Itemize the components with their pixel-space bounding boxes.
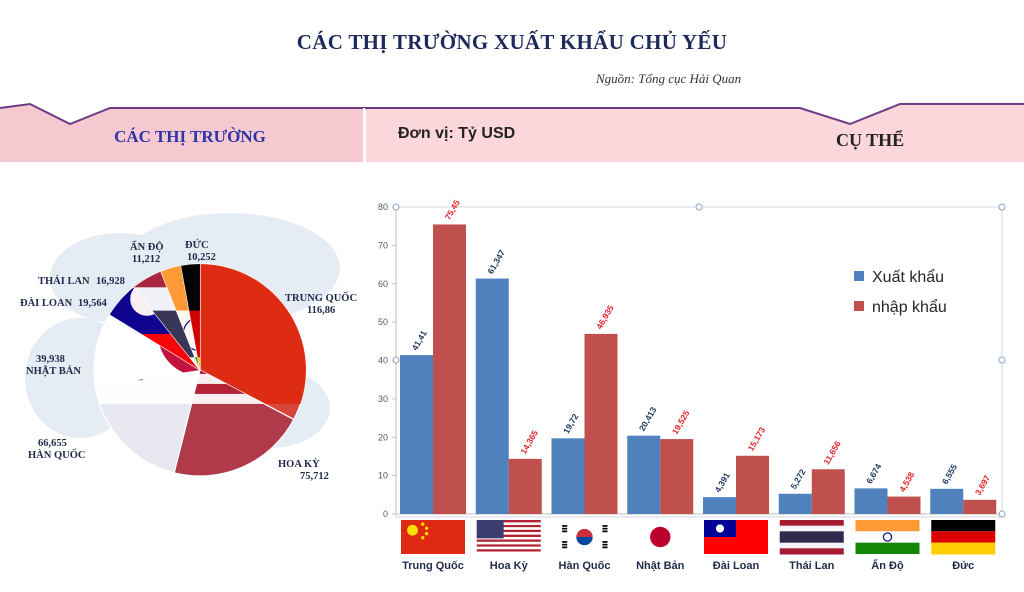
data-label-xuat-khau-an-do: 6,674 [864,462,883,486]
svg-text:ẤN ĐỘ: ẤN ĐỘ [130,240,164,253]
category-label-dai-loan: Đài Loan [713,560,760,572]
category-label-duc: Đức [952,560,974,572]
y-tick-label: 60 [378,279,388,289]
category-label-hoa-ky: Hoa Kỳ [490,560,529,572]
svg-text:HOA KỲ: HOA KỲ [278,458,320,470]
category-label-thai-lan: Thái Lan [789,560,835,572]
flag-trung-quoc [401,520,465,554]
data-label-nhap-khau-trung-quoc: 75,45 [443,198,462,222]
data-label-xuat-khau-thai-lan: 5,272 [788,467,807,491]
bar-nhap-khau-thai-lan [811,469,845,514]
pie-label-dai-loan: ĐÀI LOAN 19,564 [20,297,108,309]
data-label-xuat-khau-duc: 6,555 [940,462,959,486]
category-label-trung-quoc: Trung Quốc [402,560,464,572]
data-label-nhap-khau-thai-lan: 11,656 [821,439,843,466]
svg-text:75,712: 75,712 [300,471,329,482]
bar-chart: 0 10 20 30 40 50 60 70 80 41,41 75,45 61,347 14,365… [378,198,1006,572]
y-tick-label: 50 [378,317,388,327]
bar-xuat-khau-duc [930,488,964,514]
svg-text:HÀN QUỐC: HÀN QUỐC [28,448,85,461]
category-label-nhat-ban: Nhật Bản [636,560,685,572]
data-label-nhap-khau-an-do: 4,538 [897,470,916,494]
legend-nhap-khau: nhập khẩu [854,298,947,316]
bar-nhap-khau-duc [963,499,997,514]
svg-text:116,86: 116,86 [307,305,335,316]
data-label-nhap-khau-nhat-ban: 19,525 [670,408,692,436]
bar-nhap-khau-han-quoc [584,333,618,514]
flag-an-do [855,520,920,554]
flag-thai-lan [779,520,844,555]
bar-nhap-khau-dai-loan [736,455,769,514]
bar-xuat-khau-thai-lan [778,493,812,514]
data-label-xuat-khau-han-quoc: 19,72 [561,412,580,436]
data-label-xuat-khau-dai-loan: 4,391 [713,470,732,494]
data-label-nhap-khau-hoa-ky: 14,365 [518,428,540,456]
bar-nhap-khau-nhat-ban [660,439,694,514]
svg-text:nhập khẩu: nhập khẩu [872,298,947,316]
data-label-nhap-khau-han-quoc: 46,935 [594,303,616,331]
bar-xuat-khau-an-do [854,488,888,514]
svg-text:16,928: 16,928 [96,276,125,287]
svg-text:39,938: 39,938 [36,354,65,365]
pie-label-thai-lan: THÁI LAN 16,928 [38,275,125,287]
flag-nhat-ban [628,520,693,554]
y-tick-label: 0 [383,509,388,519]
data-label-xuat-khau-trung-quoc: 41,41 [410,328,429,352]
flag-hoa-ky [476,520,541,554]
bar-xuat-khau-hoa-ky [475,278,509,514]
svg-text:TRUNG QUỐC: TRUNG QUỐC [285,291,357,304]
category-label-han-quoc: Hàn Quốc [559,560,611,572]
left-heading: CÁC THỊ TRƯỜNG [114,127,266,146]
y-tick-label: 20 [378,432,388,442]
flag-duc [931,520,996,555]
y-tick-label: 30 [378,394,388,404]
flag-han-quoc [552,520,617,554]
right-heading: CỤ THỂ [836,130,905,150]
svg-text:ĐỨC: ĐỨC [185,239,209,251]
svg-text:Xuất khẩu: Xuất khẩu [872,268,944,286]
data-label-xuat-khau-hoa-ky: 61,347 [485,248,507,276]
bar-nhap-khau-hoa-ky [508,458,542,514]
svg-text:ĐÀI LOAN: ĐÀI LOAN [20,297,73,309]
svg-text:11,212: 11,212 [132,254,160,265]
flag-dai-loan [704,520,768,554]
y-tick-label: 40 [378,356,388,366]
svg-text:66,655: 66,655 [38,438,67,449]
bar-xuat-khau-dai-loan [703,497,736,514]
y-tick-label: 10 [378,471,388,481]
bar-nhap-khau-an-do [887,496,921,514]
banner [0,100,1024,170]
source-note: Nguồn: Tổng cục Hải Quan [596,71,742,86]
svg-text:THÁI LAN: THÁI LAN [38,275,90,287]
svg-text:10,252: 10,252 [187,252,216,263]
bar-xuat-khau-han-quoc [551,438,585,514]
page-title: CÁC THỊ TRƯỜNG XUẤT KHẨU CHỦ YẾU [296,30,728,54]
bar-nhap-khau-trung-quoc [433,224,466,514]
data-label-xuat-khau-nhat-ban: 20,413 [637,405,659,433]
category-label-an-do: Ấn Độ [871,559,904,572]
data-label-nhap-khau-duc: 3,697 [973,473,992,497]
svg-text:19,564: 19,564 [78,298,108,309]
bar-xuat-khau-nhat-ban [627,435,661,514]
legend-xuat-khau: Xuất khẩu [854,268,944,286]
bar-xuat-khau-trung-quoc [400,355,433,514]
unit-label: Đơn vị: Tỷ USD [398,125,516,142]
data-label-nhap-khau-dai-loan: 15,173 [746,425,768,453]
y-tick-label: 70 [378,240,388,250]
svg-text:NHẬT BẢN: NHẬT BẢN [26,364,81,377]
y-tick-label: 80 [378,202,388,212]
